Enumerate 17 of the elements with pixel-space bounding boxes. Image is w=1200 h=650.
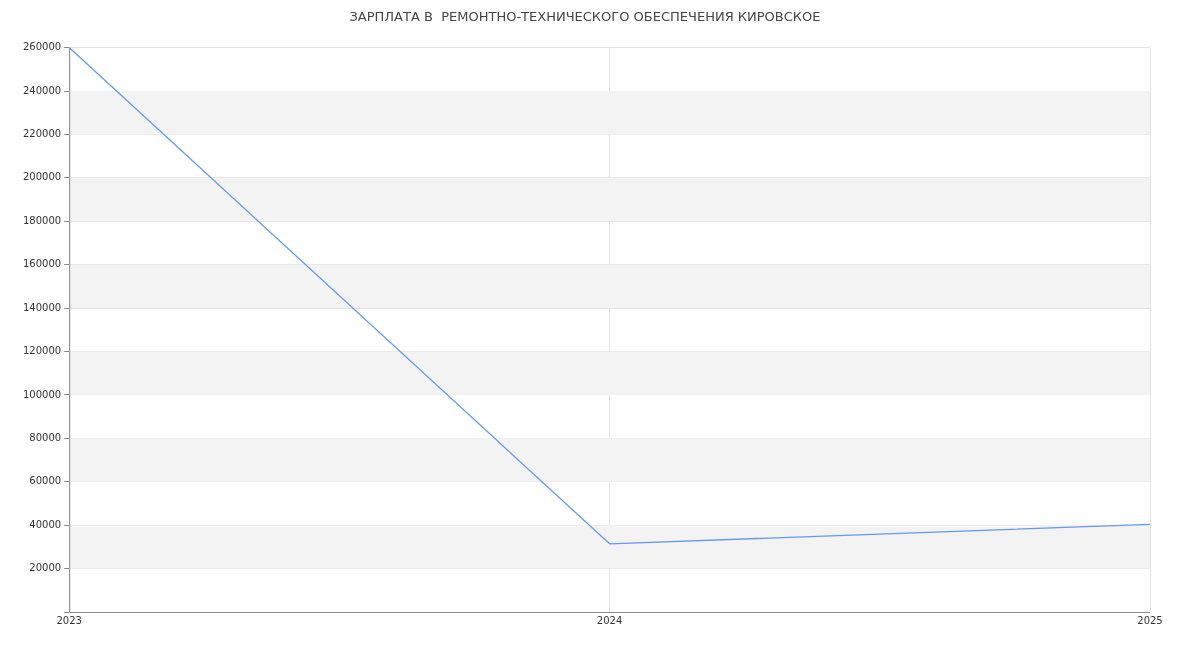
y-tick-label: 200000 bbox=[22, 171, 62, 183]
y-tick-label: 100000 bbox=[22, 388, 62, 400]
y-tick-label: 40000 bbox=[29, 518, 62, 530]
y-tick-label: 80000 bbox=[29, 431, 62, 443]
chart-title: ЗАРПЛАТА В РЕМОНТНО-ТЕХНИЧЕСКОГО ОБЕСПЕЧЕНИЯ КИРОВСКОЕ bbox=[349, 9, 821, 25]
y-tick-label: 260000 bbox=[22, 41, 62, 53]
y-tick-label: 240000 bbox=[22, 84, 62, 96]
y-tick-label: 220000 bbox=[22, 128, 62, 140]
x-tick-label: 2023 bbox=[56, 614, 82, 626]
y-tick-label: 60000 bbox=[29, 475, 62, 487]
y-tick-label: 140000 bbox=[22, 301, 62, 313]
x-tick-label: 2024 bbox=[596, 614, 623, 626]
y-tick-label: 120000 bbox=[22, 345, 62, 357]
x-tick-label: 2025 bbox=[1137, 614, 1163, 626]
y-tick-label: 180000 bbox=[22, 214, 62, 226]
y-tick-label: 20000 bbox=[29, 562, 62, 574]
y-tick-label: 160000 bbox=[22, 258, 62, 270]
